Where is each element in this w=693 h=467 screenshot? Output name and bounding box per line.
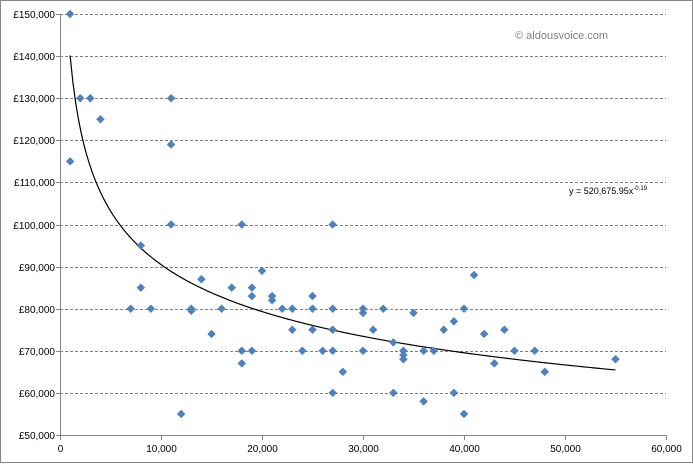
data-point (308, 304, 317, 314)
data-point (308, 291, 317, 301)
data-point (449, 316, 459, 326)
x-tick-label: 40,000 (449, 444, 480, 455)
data-point (399, 354, 408, 364)
y-tick-label: £60,000 (19, 389, 56, 400)
y-tick-label: £150,000 (13, 10, 55, 21)
data-point (186, 306, 196, 316)
data-point (328, 220, 338, 229)
data-point (611, 354, 620, 364)
data-point (338, 367, 348, 377)
x-tick-label: 10,000 (146, 444, 177, 455)
data-point (166, 220, 176, 229)
data-point (287, 304, 297, 314)
data-point (530, 346, 540, 356)
data-point (469, 270, 479, 280)
y-tick-label: £70,000 (19, 347, 56, 358)
data-point (126, 304, 136, 314)
data-point (247, 346, 257, 356)
data-point (176, 409, 186, 419)
data-point (75, 93, 85, 103)
data-point (298, 346, 307, 356)
data-point (85, 93, 95, 103)
data-point (146, 304, 156, 314)
data-point (197, 274, 206, 284)
data-point (419, 346, 428, 356)
data-point (358, 346, 368, 356)
gridlines (60, 14, 666, 394)
data-point (328, 304, 338, 314)
data-point (479, 329, 489, 339)
data-point (96, 114, 105, 124)
data-point (500, 325, 509, 335)
x-tick-label: 20,000 (247, 444, 278, 455)
data-point (358, 308, 368, 318)
data-point (217, 304, 226, 314)
data-point (237, 359, 247, 368)
data-point (378, 304, 388, 314)
data-point (429, 346, 439, 356)
x-tick-label: 30,000 (348, 444, 379, 455)
trendline-equation-base: y = 520,675.95x (569, 186, 634, 196)
data-point (207, 329, 216, 339)
data-point (227, 283, 237, 293)
data-point (277, 304, 287, 314)
y-tick-label: £80,000 (19, 305, 56, 316)
y-tick-label: £140,000 (13, 52, 55, 63)
data-point (328, 325, 338, 335)
trendline-equation-exponent: -0.19 (633, 186, 647, 192)
data-point (510, 346, 519, 356)
data-point (65, 9, 75, 19)
data-point (308, 325, 317, 335)
tick-labels: £50,000 £60,000 £70,000 £80,000 £90,000 £100,… (13, 10, 682, 455)
axes (56, 14, 667, 440)
data-point (136, 241, 146, 250)
x-tick-label: 0 (58, 444, 64, 455)
data-points (65, 9, 620, 419)
data-point (328, 346, 338, 356)
data-point (136, 283, 146, 293)
x-tick-label: 60,000 (651, 444, 682, 455)
data-point (237, 220, 247, 229)
data-point (166, 140, 176, 149)
data-point (388, 388, 398, 398)
data-point (540, 367, 550, 377)
data-point (247, 291, 257, 301)
y-tick-label: £130,000 (13, 94, 55, 105)
data-point (489, 359, 499, 368)
data-point (328, 388, 338, 398)
trendline-equation: y = 520,675.95x-0.19 (569, 186, 648, 196)
data-point (439, 325, 449, 335)
data-point (419, 396, 428, 406)
data-point (459, 409, 469, 419)
y-tick-label: £50,000 (19, 431, 56, 442)
y-tick-label: £110,000 (14, 178, 55, 189)
y-tick-label: £120,000 (13, 136, 55, 147)
data-point (166, 93, 176, 103)
data-point (287, 325, 297, 335)
data-point (267, 295, 277, 305)
data-point (459, 304, 469, 314)
data-point (257, 266, 267, 276)
data-point (409, 308, 418, 318)
y-tick-label: £90,000 (19, 263, 56, 274)
data-point (368, 325, 378, 335)
trendline (69, 55, 616, 371)
trendline-layer (69, 55, 616, 371)
data-point (65, 156, 75, 166)
x-tick-label: 50,000 (550, 444, 581, 455)
y-tick-label: £100,000 (13, 221, 55, 232)
data-point (318, 346, 327, 356)
data-point (449, 388, 459, 398)
data-point (247, 283, 257, 293)
watermark-text: © aldousvoice.com (515, 30, 608, 42)
data-point (237, 346, 247, 356)
data-point (388, 338, 398, 347)
